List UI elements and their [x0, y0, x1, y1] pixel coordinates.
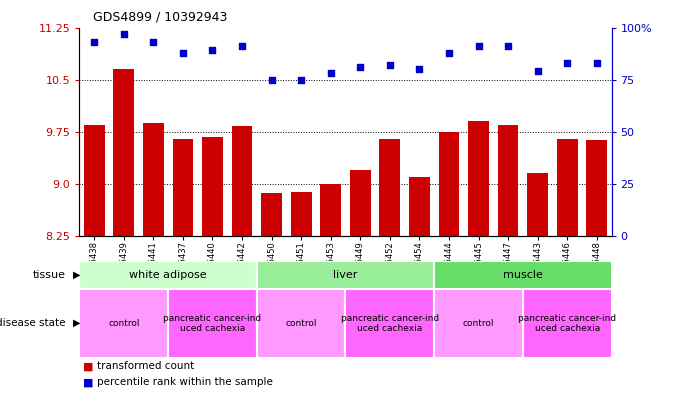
Bar — [173, 139, 193, 236]
Bar — [231, 126, 252, 236]
Point — [118, 31, 129, 37]
Bar — [434, 289, 523, 358]
Text: pancreatic cancer-ind
uced cachexia: pancreatic cancer-ind uced cachexia — [518, 314, 616, 333]
Text: muscle: muscle — [503, 270, 543, 280]
Bar — [350, 170, 370, 236]
Bar — [321, 184, 341, 236]
Bar — [257, 261, 434, 289]
Point — [148, 39, 159, 45]
Text: ■: ■ — [83, 362, 93, 371]
Point — [88, 39, 100, 45]
Bar — [168, 289, 257, 358]
Point — [414, 66, 425, 72]
Bar — [557, 139, 578, 236]
Point — [502, 43, 513, 50]
Bar — [143, 123, 164, 236]
Bar — [346, 289, 434, 358]
Point — [325, 70, 337, 77]
Bar — [257, 289, 346, 358]
Bar — [523, 289, 612, 358]
Bar — [468, 121, 489, 236]
Bar — [84, 125, 104, 236]
Text: control: control — [108, 319, 140, 328]
Text: control: control — [463, 319, 494, 328]
Text: liver: liver — [333, 270, 358, 280]
Text: ▶: ▶ — [73, 318, 81, 328]
Text: tissue: tissue — [32, 270, 66, 280]
Point — [473, 43, 484, 50]
Bar — [434, 261, 612, 289]
Text: pancreatic cancer-ind
uced cachexia: pancreatic cancer-ind uced cachexia — [341, 314, 439, 333]
Text: disease state: disease state — [0, 318, 66, 328]
Point — [562, 60, 573, 66]
Text: transformed count: transformed count — [97, 362, 194, 371]
Bar — [291, 192, 312, 236]
Bar — [202, 137, 223, 236]
Bar — [409, 177, 430, 236]
Point — [532, 68, 543, 74]
Text: ▶: ▶ — [73, 270, 81, 280]
Text: GDS4899 / 10392943: GDS4899 / 10392943 — [93, 11, 227, 24]
Point — [384, 62, 395, 68]
Point — [296, 76, 307, 83]
Bar — [261, 193, 282, 236]
Bar — [379, 139, 400, 236]
Point — [266, 76, 277, 83]
Bar — [79, 289, 168, 358]
Point — [354, 64, 366, 70]
Text: percentile rank within the sample: percentile rank within the sample — [97, 377, 273, 387]
Bar — [79, 261, 257, 289]
Point — [444, 50, 455, 56]
Bar — [527, 173, 548, 236]
Text: control: control — [285, 319, 317, 328]
Point — [236, 43, 247, 50]
Text: pancreatic cancer-ind
uced cachexia: pancreatic cancer-ind uced cachexia — [163, 314, 262, 333]
Point — [178, 50, 189, 56]
Text: white adipose: white adipose — [129, 270, 207, 280]
Point — [207, 47, 218, 53]
Bar — [587, 140, 607, 236]
Point — [591, 60, 603, 66]
Bar — [498, 125, 518, 236]
Bar — [113, 69, 134, 236]
Bar — [439, 132, 460, 236]
Text: ■: ■ — [83, 377, 93, 387]
